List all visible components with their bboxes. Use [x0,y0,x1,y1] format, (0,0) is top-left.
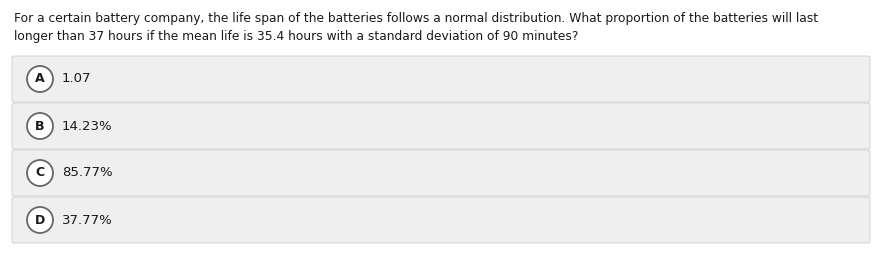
FancyBboxPatch shape [12,150,870,196]
FancyBboxPatch shape [12,197,870,243]
Text: 37.77%: 37.77% [62,213,113,226]
Ellipse shape [27,160,53,186]
Text: For a certain battery company, the life span of the batteries follows a normal d: For a certain battery company, the life … [14,12,818,25]
Ellipse shape [27,66,53,92]
Ellipse shape [27,113,53,139]
Ellipse shape [27,207,53,233]
Text: C: C [35,166,45,179]
Text: 85.77%: 85.77% [62,166,113,179]
Text: A: A [35,73,45,86]
Text: B: B [35,120,45,133]
FancyBboxPatch shape [12,103,870,149]
Text: 1.07: 1.07 [62,73,92,86]
Text: 14.23%: 14.23% [62,120,113,133]
FancyBboxPatch shape [12,56,870,102]
Text: longer than 37 hours if the mean life is 35.4 hours with a standard deviation of: longer than 37 hours if the mean life is… [14,30,579,43]
Text: D: D [35,213,45,226]
